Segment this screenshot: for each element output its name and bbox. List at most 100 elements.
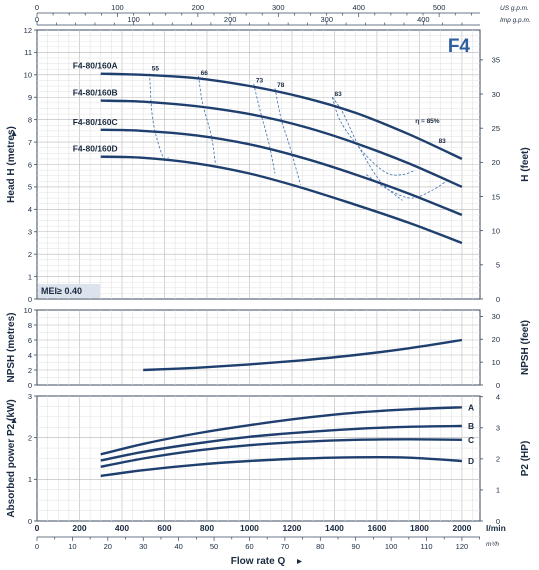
mei-badge-label: MEI≥ 0.40 bbox=[41, 286, 82, 296]
bottom-axis-m3h-label: 60 bbox=[245, 542, 253, 551]
power-curve-line bbox=[100, 455, 462, 478]
head-right-tick-label: 5 bbox=[496, 261, 500, 270]
bottom-axis-m3h-label: 30 bbox=[139, 542, 147, 551]
bottom-axes: 0 200 400 600 800 1000 1200 1400 1600 1800 2000 l/m… bbox=[35, 523, 506, 567]
power-left-tick-label: 0 bbox=[28, 517, 32, 526]
efficiency-label: 78 bbox=[277, 82, 285, 89]
head-curve-label: F4-80/160B bbox=[73, 88, 118, 98]
bottom-axis-m3h-label: 50 bbox=[210, 542, 218, 551]
head-left-tick-label: 4 bbox=[28, 205, 32, 214]
top-axes: 0 100 200 300 400 500 US g.p.m.0 100 200 300 400 Im… bbox=[35, 3, 531, 26]
head-y-axis-label: Head H (metres) bbox=[6, 126, 17, 203]
bottom-axis-m3h-label: 80 bbox=[316, 542, 324, 551]
efficiency-iso-line bbox=[366, 174, 450, 199]
power-arrow-icon bbox=[11, 418, 17, 423]
power-left-tick-label: 1 bbox=[28, 475, 32, 484]
power-left-tick-label: 2 bbox=[28, 433, 32, 442]
head-right-tick-label: 10 bbox=[492, 226, 500, 235]
npsh-right-tick-label: 30 bbox=[492, 312, 500, 321]
head-left-tick-label: 6 bbox=[28, 160, 32, 169]
bottom-axis-lpm-label: 1400 bbox=[325, 523, 344, 533]
head-left-tick-label: 0 bbox=[28, 295, 32, 304]
power-curve-label: B bbox=[468, 421, 474, 431]
npsh-left-tick-label: 10 bbox=[24, 306, 32, 315]
head-left-tick-label: 12 bbox=[24, 26, 32, 35]
npsh-left-tick-label: 0 bbox=[28, 381, 32, 390]
head-right-tick-label: 0 bbox=[496, 295, 500, 304]
head-left-tick-label: 9 bbox=[28, 93, 32, 102]
npsh-panel: 0 2 4 6 8 10 0 10 20 30 NPSH (metres) NPSH (feet) bbox=[6, 306, 531, 390]
power-y2-axis-label: P2 (HP) bbox=[520, 441, 531, 477]
head-left-tick-label: 2 bbox=[28, 250, 32, 259]
bottom-axis-lpm-unit: l/min bbox=[486, 523, 506, 533]
head-left-tick-label: 11 bbox=[24, 48, 32, 57]
power-curve-label: D bbox=[468, 456, 474, 466]
head-left-tick-label: 8 bbox=[28, 115, 32, 124]
top-axis-usgpm-label: 500 bbox=[433, 3, 446, 12]
npsh-y2-axis-label: NPSH (feet) bbox=[520, 320, 531, 375]
power-y-axis-label: Absorbed power P2 (kW) bbox=[6, 399, 17, 517]
bottom-axis-lpm-label: 400 bbox=[115, 523, 129, 533]
bottom-axis-m3h-label: 10 bbox=[68, 542, 76, 551]
bottom-axis-lpm-label: 2000 bbox=[452, 523, 471, 533]
head-curve-label: F4-80/160C bbox=[73, 117, 118, 127]
flow-rate-axis-label: Flow rate Q bbox=[231, 556, 286, 567]
bottom-axis-m3h-label: 70 bbox=[281, 542, 289, 551]
power-right-tick-label: 1 bbox=[496, 486, 500, 495]
efficiency-label: 73 bbox=[256, 78, 264, 85]
bottom-axis-lpm-label: 600 bbox=[157, 523, 171, 533]
bottom-axis-lpm-label: 800 bbox=[200, 523, 214, 533]
bottom-axis-m3h-unit: m³/h bbox=[486, 541, 499, 548]
head-curve-line bbox=[100, 99, 463, 188]
bottom-axis-lpm-label: 1000 bbox=[240, 523, 259, 533]
bottom-axis-m3h-label: 90 bbox=[352, 542, 360, 551]
head-left-tick-label: 1 bbox=[28, 272, 32, 281]
bottom-axis-lpm-label: 0 bbox=[35, 523, 40, 533]
power-curve-line bbox=[100, 406, 462, 456]
top-axis-usgpm-label: 200 bbox=[192, 3, 205, 12]
head-y2-axis-label: H (feet) bbox=[520, 147, 531, 181]
chart-title: F4 bbox=[448, 36, 471, 57]
head-right-tick-label: 20 bbox=[492, 158, 500, 167]
bottom-axis-lpm-label: 200 bbox=[72, 523, 86, 533]
bottom-axis-lpm-label: 1200 bbox=[283, 523, 302, 533]
npsh-left-tick-label: 4 bbox=[28, 351, 32, 360]
top-axis-usgpm-label: 0 bbox=[35, 3, 39, 12]
efficiency-label: 83 bbox=[439, 138, 447, 145]
top-axis-usgpm-label: 400 bbox=[352, 3, 365, 12]
bottom-axis-m3h-label: 0 bbox=[35, 542, 39, 551]
power-right-tick-label: 0 bbox=[496, 517, 500, 526]
efficiency-iso-line bbox=[253, 83, 276, 174]
power-right-tick-label: 2 bbox=[496, 455, 500, 464]
npsh-right-tick-label: 20 bbox=[492, 335, 500, 344]
bottom-axis-m3h-label: 110 bbox=[421, 542, 433, 551]
bottom-axis-m3h-label: 20 bbox=[104, 542, 112, 551]
head-curve-line bbox=[100, 128, 463, 217]
bottom-axis-m3h-label: 120 bbox=[456, 542, 469, 551]
efficiency-iso-line bbox=[274, 88, 301, 185]
efficiency-label: 55 bbox=[152, 65, 160, 72]
power-left-tick-label: 3 bbox=[28, 392, 32, 401]
npsh-right-tick-label: 10 bbox=[492, 358, 500, 367]
npsh-curve-line bbox=[143, 338, 463, 372]
npsh-right-tick-label: 0 bbox=[496, 381, 500, 390]
power-curve-label: A bbox=[468, 402, 474, 412]
top-axis-usgpm-unit: US g.p.m. bbox=[500, 5, 529, 12]
head-left-tick-label: 3 bbox=[28, 228, 32, 237]
head-curve-line bbox=[100, 155, 463, 245]
power-curve-label: C bbox=[468, 435, 474, 445]
head-curve-label: F4-80/160A bbox=[73, 61, 118, 71]
top-axis-impgpm-label: 100 bbox=[127, 15, 140, 24]
npsh-left-tick-label: 8 bbox=[28, 321, 32, 330]
power-right-tick-label: 3 bbox=[496, 424, 500, 433]
top-axis-impgpm-label: 300 bbox=[321, 15, 334, 24]
efficiency-label: η = 85% bbox=[415, 118, 440, 125]
bottom-axis-lpm-label: 1600 bbox=[367, 523, 386, 533]
npsh-y-axis-label: NPSH (metres) bbox=[6, 312, 17, 382]
top-axis-impgpm-unit: Imp g.p.m. bbox=[500, 17, 531, 24]
efficiency-label: 83 bbox=[334, 91, 342, 98]
efficiency-iso-line bbox=[198, 75, 216, 165]
head-curve-line bbox=[100, 72, 463, 160]
